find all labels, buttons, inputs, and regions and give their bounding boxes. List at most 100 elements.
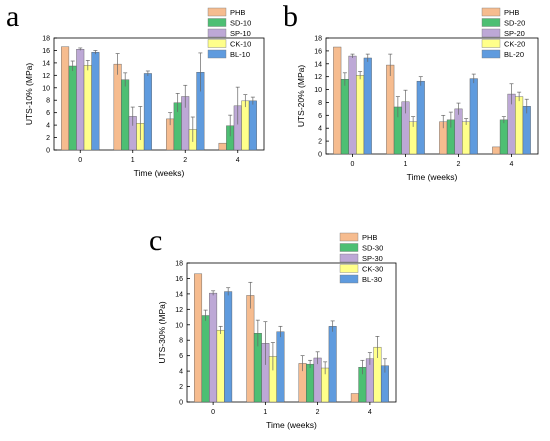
- legend-label: BL-20: [504, 50, 524, 59]
- legend-label: CK-10: [230, 40, 251, 49]
- x-tick-label: 0: [78, 157, 82, 164]
- legend-swatch-ck-30: [339, 264, 359, 273]
- bar-sd-30-week-0: [201, 315, 210, 403]
- bar-sd-10-week-0: [68, 65, 77, 151]
- bar-bl-20-week-4: [522, 106, 531, 155]
- y-tick-label: 18: [175, 261, 183, 268]
- chart-panel-c: c 0 2 4 6 8 10 12 14 16 18 0 1 2 4 Time (weeks) UTS-30%…: [137, 218, 412, 436]
- bar-ck-10-week-4: [241, 100, 250, 151]
- bar-bl-20-week-0: [363, 57, 372, 155]
- x-tick-label: 1: [404, 161, 408, 168]
- legend-swatch-ck-20: [481, 39, 501, 48]
- y-tick-label: 0: [318, 152, 322, 159]
- bar-phb-week-0: [194, 273, 203, 403]
- y-tick-label: 8: [46, 98, 50, 105]
- bar-ck-20-week-0: [356, 75, 365, 155]
- x-tick-label: 4: [236, 157, 240, 164]
- y-tick-label: 4: [179, 369, 183, 376]
- bar-bl-30-week-1: [276, 331, 285, 403]
- legend-label: CK-20: [504, 40, 525, 49]
- bar-sp-30-week-2: [313, 357, 322, 403]
- y-tick-label: 12: [42, 73, 50, 80]
- x-axis-label: Time (weeks): [407, 172, 458, 182]
- bar-bl-20-week-2: [469, 78, 478, 155]
- panel-letter-c: c: [149, 224, 163, 257]
- bar-phb-week-4: [492, 146, 501, 155]
- y-tick-label: 16: [42, 48, 50, 55]
- y-tick-label: 18: [42, 36, 50, 43]
- legend-label: SP-10: [230, 29, 251, 38]
- bar-sd-10-week-1: [121, 79, 130, 151]
- y-tick-label: 18: [314, 36, 322, 43]
- y-tick-label: 4: [46, 123, 50, 130]
- x-tick-label: 0: [351, 161, 355, 168]
- legend-label: SP-20: [504, 29, 525, 38]
- y-tick-label: 14: [175, 291, 183, 298]
- x-tick-label: 1: [263, 409, 267, 416]
- y-tick-label: 12: [314, 74, 322, 81]
- bar-sd-30-week-2: [306, 363, 315, 403]
- bar-ck-20-week-4: [515, 96, 524, 155]
- x-tick-label: 0: [211, 409, 215, 416]
- x-tick-label: 1: [131, 157, 135, 164]
- bar-phb-week-1: [246, 295, 255, 403]
- legend-label: SD-30: [362, 244, 383, 253]
- x-tick-label: 4: [510, 161, 514, 168]
- y-tick-label: 2: [179, 384, 183, 391]
- y-tick-label: 10: [175, 322, 183, 329]
- plot-frame: [186, 262, 397, 403]
- x-tick-label: 2: [457, 161, 461, 168]
- legend-swatch-bl-20: [481, 49, 501, 59]
- bar-phb-week-0: [61, 46, 70, 151]
- legend-swatch-phb: [339, 232, 359, 242]
- bar-phb-week-1: [386, 64, 395, 155]
- y-tick-label: 6: [179, 353, 183, 360]
- legend-swatch-sp-10: [207, 28, 227, 38]
- legend-swatch-phb: [481, 7, 501, 17]
- x-tick-label: 2: [316, 409, 320, 416]
- y-tick-label: 2: [46, 135, 50, 142]
- legend-label: BL-10: [230, 50, 250, 59]
- bar-phb-week-4: [218, 142, 227, 151]
- bar-bl-30-week-0: [224, 291, 233, 403]
- bar-bl-10-week-1: [143, 73, 152, 151]
- legend-swatch-phb: [207, 7, 227, 17]
- y-tick-label: 12: [175, 307, 183, 314]
- bar-phb-week-4: [350, 393, 359, 403]
- x-axis-label: Time (weeks): [266, 420, 317, 430]
- y-axis-label: UTS-20% (MPa): [296, 65, 306, 128]
- legend-swatch-sp-30: [339, 253, 359, 263]
- y-tick-label: 6: [318, 113, 322, 120]
- legend-label: CK-30: [362, 265, 383, 274]
- bar-sp-10-week-0: [76, 49, 85, 151]
- bar-sp-30-week-4: [365, 358, 374, 403]
- y-tick-label: 6: [46, 110, 50, 117]
- legend-swatch-bl-10: [207, 49, 227, 59]
- y-tick-label: 10: [42, 85, 50, 92]
- bar-ck-30-week-0: [216, 329, 225, 403]
- x-tick-label: 2: [183, 157, 187, 164]
- y-tick-label: 4: [318, 126, 322, 133]
- legend-swatch-sp-20: [481, 28, 501, 38]
- y-tick-label: 16: [175, 276, 183, 283]
- y-axis-label: UTS-30% (MPa): [157, 301, 167, 364]
- legend-swatch-sd-20: [481, 18, 501, 27]
- bar-ck-20-week-2: [462, 121, 471, 155]
- bar-bl-10-week-0: [91, 52, 100, 151]
- bar-bl-10-week-4: [248, 100, 257, 151]
- panel-letter-b: b: [283, 0, 298, 33]
- legend-swatch-sd-30: [339, 243, 359, 252]
- bar-sp-30-week-0: [209, 292, 218, 403]
- legend-label: BL-30: [362, 275, 382, 284]
- legend-label: PHB: [230, 8, 245, 17]
- y-tick-label: 14: [314, 61, 322, 68]
- y-tick-label: 2: [318, 139, 322, 146]
- legend-label: SD-10: [230, 19, 251, 28]
- y-tick-label: 0: [46, 148, 50, 155]
- y-tick-label: 8: [179, 338, 183, 345]
- y-tick-label: 0: [179, 400, 183, 407]
- legend-label: PHB: [362, 233, 377, 242]
